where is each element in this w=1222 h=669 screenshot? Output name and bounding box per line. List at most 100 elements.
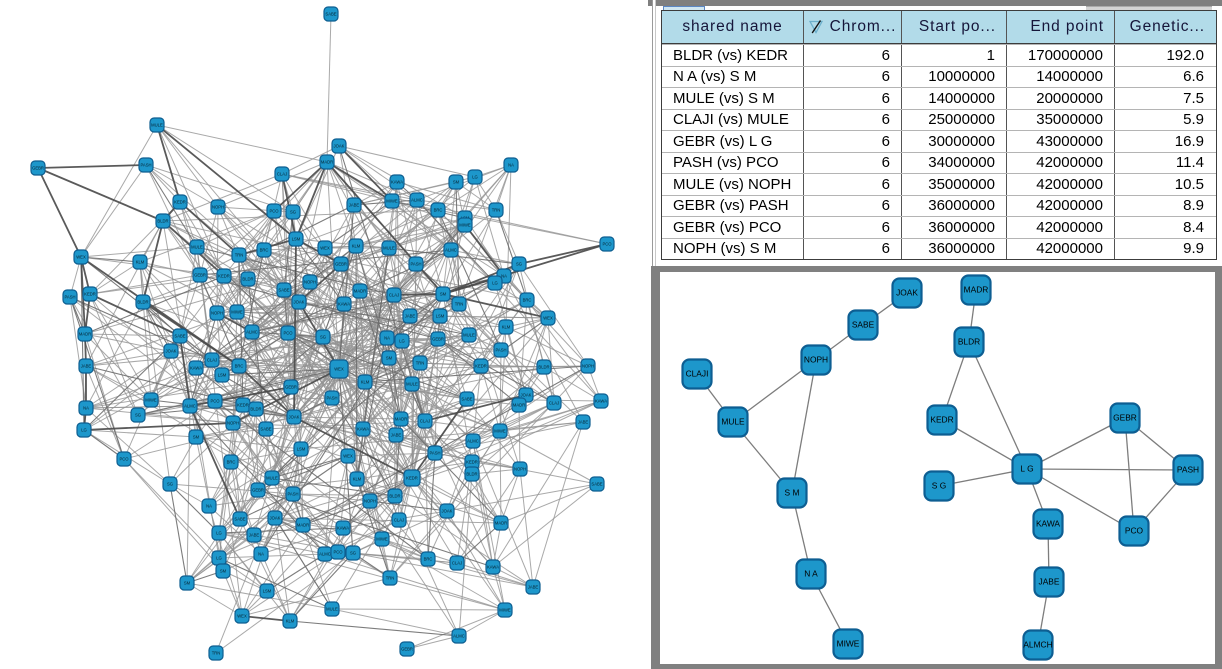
svg-text:BLDR: BLDR (250, 407, 261, 412)
svg-text:JABE: JABE (81, 364, 92, 369)
svg-text:MADR: MADR (513, 403, 525, 408)
svg-text:MIWE: MIWE (231, 310, 243, 315)
svg-text:PCO: PCO (1125, 526, 1144, 536)
svg-text:SABE: SABE (325, 12, 336, 17)
svg-text:LG: LG (216, 556, 222, 561)
svg-text:PASH: PASH (429, 451, 440, 456)
svg-text:JOAK: JOAK (294, 300, 305, 305)
svg-text:ALMC: ALMC (246, 330, 258, 335)
svg-text:SABE: SABE (591, 482, 602, 487)
svg-text:CLAJ: CLAJ (207, 358, 217, 363)
svg-text:BLDR: BLDR (389, 494, 400, 499)
svg-text:KEDR: KEDR (84, 292, 96, 297)
svg-text:MADR: MADR (321, 160, 333, 165)
svg-text:N A: N A (804, 569, 818, 579)
svg-text:JOAK: JOAK (442, 509, 453, 514)
svg-text:NOPH: NOPH (804, 355, 828, 365)
svg-text:KEDR: KEDR (466, 460, 478, 465)
svg-text:JOAK: JOAK (521, 393, 532, 398)
svg-text:WEX: WEX (334, 367, 344, 372)
svg-text:NOPH: NOPH (582, 364, 594, 369)
svg-text:LSM: LSM (218, 373, 227, 378)
svg-text:LG: LG (399, 339, 405, 344)
svg-text:MADR: MADR (495, 521, 507, 526)
svg-text:KEDR: KEDR (218, 274, 230, 279)
svg-text:KEDR: KEDR (406, 476, 418, 481)
svg-text:JABE: JABE (578, 420, 589, 425)
svg-text:PASH: PASH (495, 348, 506, 353)
svg-text:BLDR: BLDR (538, 365, 549, 370)
svg-text:NA: NA (206, 504, 212, 509)
svg-text:NOPH: NOPH (364, 499, 376, 504)
svg-text:KLM: KLM (136, 260, 145, 265)
svg-text:JABE: JABE (528, 585, 539, 590)
svg-text:SM: SM (184, 581, 191, 586)
svg-text:BRC: BRC (235, 364, 244, 369)
svg-text:MULE: MULE (406, 382, 418, 387)
svg-text:BRC: BRC (260, 248, 269, 253)
svg-text:KAWA: KAWA (357, 427, 369, 432)
svg-text:NOPH: NOPH (211, 311, 223, 316)
svg-text:LSM: LSM (436, 314, 445, 319)
svg-text:LG: LG (472, 175, 478, 180)
svg-text:KAWA: KAWA (595, 399, 607, 404)
svg-text:CLAJ: CLAJ (389, 293, 399, 298)
svg-text:TRN: TRN (492, 208, 501, 213)
svg-text:GEBR: GEBR (401, 647, 413, 652)
svg-text:MADR: MADR (297, 523, 309, 528)
svg-text:CLAJ: CLAJ (394, 518, 404, 523)
svg-text:KEDR: KEDR (237, 403, 249, 408)
svg-text:LG: LG (492, 281, 498, 286)
svg-text:PASH: PASH (1177, 465, 1199, 475)
svg-text:PASH: PASH (140, 163, 151, 168)
svg-text:JOAK: JOAK (270, 516, 281, 521)
svg-text:JOAK: JOAK (896, 288, 918, 298)
svg-text:KLM: KLM (353, 477, 362, 482)
svg-text:KEDR: KEDR (930, 415, 953, 425)
svg-text:TRN: TRN (455, 302, 464, 307)
svg-text:KLM: KLM (502, 325, 511, 330)
svg-text:BRC: BRC (227, 460, 236, 465)
svg-text:SG: SG (167, 482, 173, 487)
svg-text:GEBR: GEBR (432, 337, 444, 342)
svg-text:MIWE: MIWE (386, 199, 398, 204)
svg-text:PCO: PCO (210, 399, 220, 404)
svg-text:JABE: JABE (349, 203, 360, 208)
svg-text:SABE: SABE (260, 427, 271, 432)
svg-text:L G: L G (1020, 464, 1033, 474)
svg-text:SM: SM (453, 180, 460, 185)
svg-text:WEX: WEX (237, 614, 247, 619)
svg-text:MIWE: MIWE (376, 537, 388, 542)
svg-text:PASH: PASH (64, 295, 75, 300)
svg-text:BRC: BRC (523, 298, 532, 303)
svg-text:KAWA: KAWA (337, 526, 349, 531)
svg-text:SABE: SABE (174, 334, 185, 339)
svg-text:BLDR: BLDR (466, 472, 477, 477)
svg-text:MIWE: MIWE (145, 398, 157, 403)
svg-text:SM: SM (220, 569, 227, 574)
svg-text:NOPH: NOPH (514, 467, 526, 472)
svg-text:PASH: PASH (410, 262, 421, 267)
svg-text:CLAJI: CLAJI (686, 369, 709, 379)
svg-text:SM: SM (193, 435, 200, 440)
svg-text:MADR: MADR (964, 285, 989, 295)
svg-text:BLDR: BLDR (242, 277, 253, 282)
svg-text:BLDR: BLDR (958, 337, 980, 347)
svg-text:GEBR: GEBR (1113, 413, 1137, 423)
svg-text:S G: S G (932, 481, 946, 491)
svg-text:KAWA: KAWA (190, 366, 202, 371)
svg-text:ALMC: ALMC (467, 439, 479, 444)
svg-text:ALMC: ALMC (184, 404, 196, 409)
svg-text:PCO: PCO (119, 457, 129, 462)
svg-text:JOAK: JOAK (289, 415, 300, 420)
svg-text:KEDR: KEDR (475, 364, 487, 369)
svg-text:WEX: WEX (343, 454, 353, 459)
svg-text:MIWE: MIWE (499, 608, 511, 613)
svg-text:WEX: WEX (543, 316, 553, 321)
svg-text:JOAK: JOAK (166, 349, 177, 354)
svg-text:NOPH: NOPH (304, 280, 316, 285)
svg-text:LSM: LSM (263, 589, 272, 594)
svg-text:TRN: TRN (386, 576, 395, 581)
svg-text:ALMC: ALMC (319, 552, 331, 557)
svg-text:CLAJ: CLAJ (277, 172, 287, 177)
